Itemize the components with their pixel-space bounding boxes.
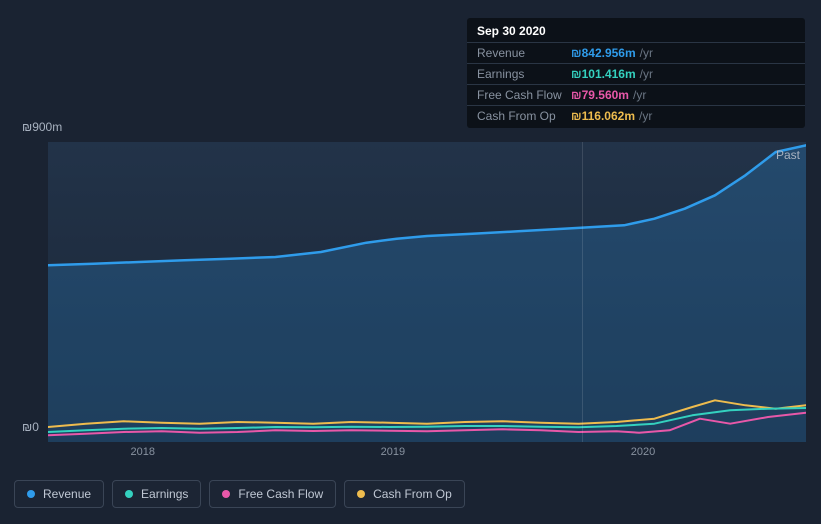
legend-color-dot [125, 490, 133, 498]
legend-item[interactable]: Earnings [112, 480, 201, 508]
tooltip-row: Free Cash Flow₪79.560m/yr [467, 84, 805, 105]
legend-item[interactable]: Revenue [14, 480, 104, 508]
tooltip-metric-label: Earnings [477, 67, 571, 81]
hover-indicator-line [582, 142, 583, 442]
x-axis: 2018 2019 2020 [48, 446, 806, 466]
financials-chart: ₪900m ₪0 Past 2018 2019 2020 [14, 120, 806, 500]
tooltip-metric-label: Free Cash Flow [477, 88, 571, 102]
tooltip-date: Sep 30 2020 [467, 20, 805, 42]
past-label: Past [776, 148, 800, 162]
chart-svg [48, 142, 806, 442]
tooltip-metric-value: ₪101.416m [571, 67, 636, 81]
tooltip-row: Revenue₪842.956m/yr [467, 42, 805, 63]
legend-color-dot [27, 490, 35, 498]
tooltip-metric-unit: /yr [640, 67, 653, 81]
legend-label: Revenue [43, 487, 91, 501]
x-axis-tick: 2018 [131, 446, 155, 458]
y-axis-max-label: ₪900m [22, 120, 62, 134]
tooltip-row: Earnings₪101.416m/yr [467, 63, 805, 84]
x-axis-tick: 2019 [381, 446, 405, 458]
tooltip-metric-unit: /yr [633, 88, 646, 102]
tooltip-metric-label: Revenue [477, 46, 571, 60]
chart-tooltip: Sep 30 2020 Revenue₪842.956m/yrEarnings₪… [467, 18, 805, 128]
legend-label: Earnings [141, 487, 188, 501]
legend-color-dot [222, 490, 230, 498]
x-axis-tick: 2020 [631, 446, 655, 458]
tooltip-metric-value: ₪79.560m [571, 88, 629, 102]
legend-color-dot [357, 490, 365, 498]
legend-label: Free Cash Flow [238, 487, 323, 501]
legend-item[interactable]: Cash From Op [344, 480, 465, 508]
legend-item[interactable]: Free Cash Flow [209, 480, 336, 508]
plot-area[interactable]: Past [48, 142, 806, 442]
legend-label: Cash From Op [373, 487, 452, 501]
tooltip-metric-unit: /yr [640, 46, 653, 60]
tooltip-metric-value: ₪842.956m [571, 46, 636, 60]
chart-legend: Revenue Earnings Free Cash Flow Cash From O… [14, 480, 465, 508]
y-axis-min-label: ₪0 [22, 420, 39, 434]
